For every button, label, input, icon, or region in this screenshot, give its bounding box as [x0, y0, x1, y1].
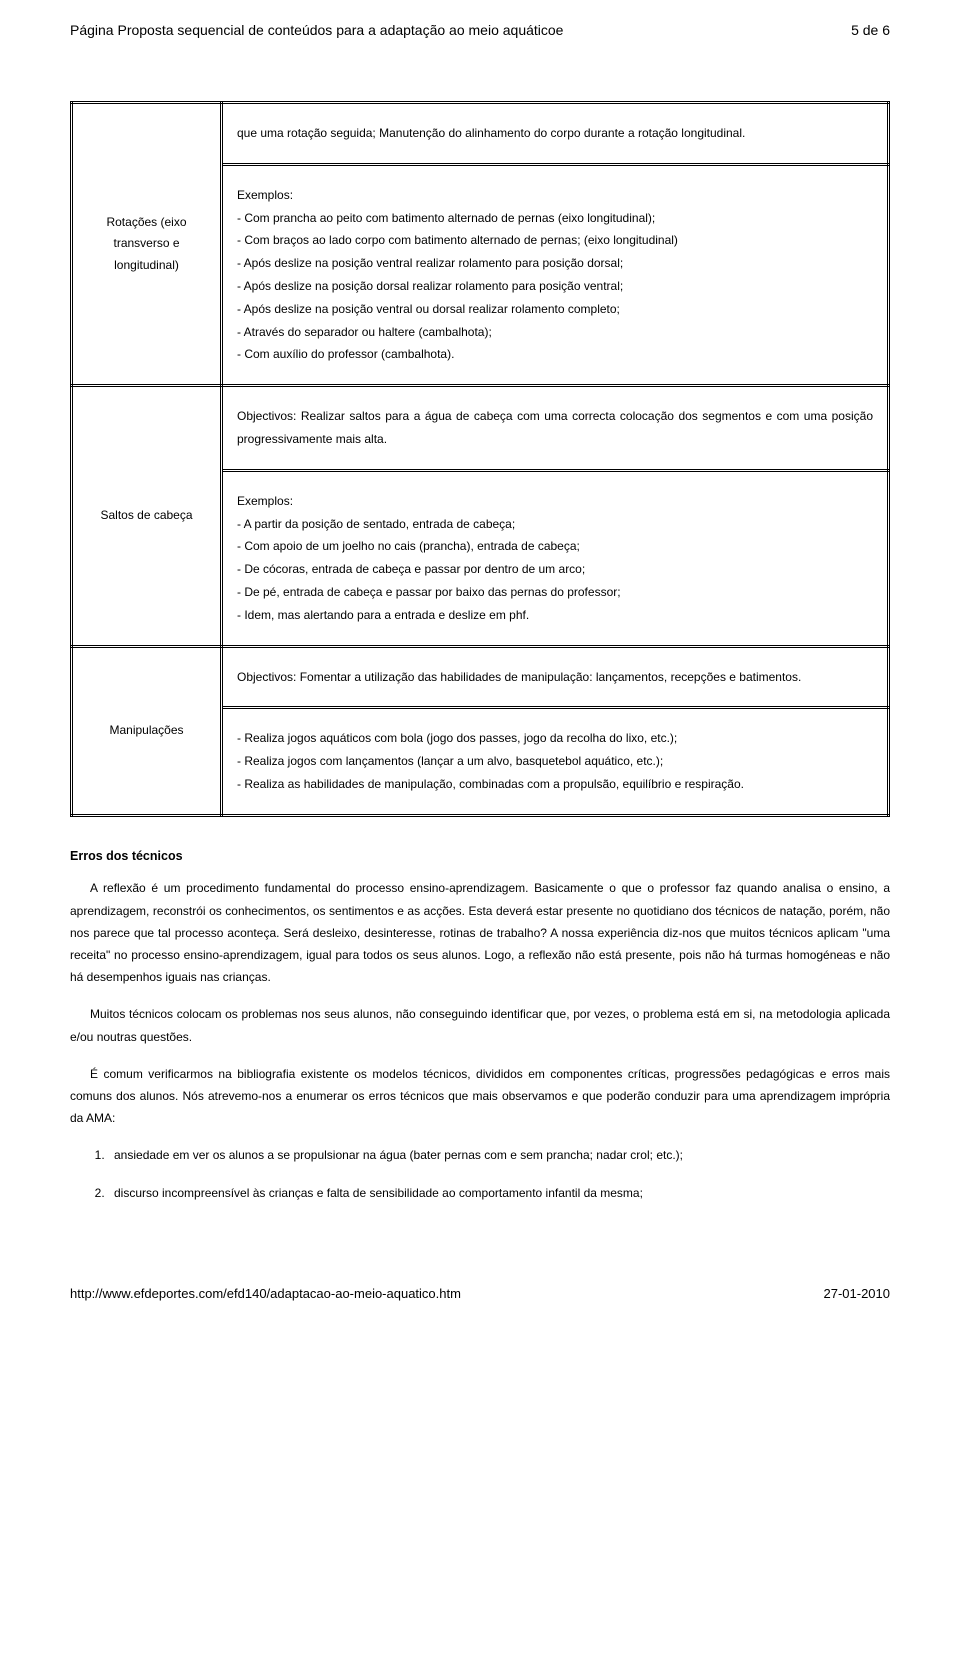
footer-date: 27-01-2010 — [824, 1284, 891, 1304]
cell-content: Exemplos:- A partir da posição de sentad… — [222, 470, 889, 646]
list-item: ansiedade em ver os alunos a se propulsi… — [108, 1144, 890, 1166]
paragraph: Muitos técnicos colocam os problemas nos… — [70, 1003, 890, 1047]
cell-content: Exemplos:- Com prancha ao peito com bati… — [222, 164, 889, 385]
cell-label-saltos: Saltos de cabeça — [72, 386, 222, 646]
cell-label-rotacoes: Rotações (eixo transverso e longitudinal… — [72, 103, 222, 386]
table-row: Saltos de cabeça Objectivos: Realizar sa… — [72, 386, 889, 471]
numbered-list: ansiedade em ver os alunos a se propulsi… — [108, 1144, 890, 1203]
section-heading: Erros dos técnicos — [70, 847, 890, 866]
header-title: Página Proposta sequencial de conteúdos … — [70, 20, 563, 41]
table-row: Rotações (eixo transverso e longitudinal… — [72, 103, 889, 165]
cell-content: que uma rotação seguida; Manutenção do a… — [222, 103, 889, 165]
header-page: 5 de 6 — [851, 20, 890, 41]
page-header: Página Proposta sequencial de conteúdos … — [70, 0, 890, 101]
cell-content: - Realiza jogos aquáticos com bola (jogo… — [222, 708, 889, 815]
page-footer: http://www.efdeportes.com/efd140/adaptac… — [70, 1284, 890, 1304]
list-item: discurso incompreensível às crianças e f… — [108, 1182, 890, 1204]
table-row: Manipulações Objectivos: Fomentar a util… — [72, 646, 889, 708]
cell-content: Objectivos: Fomentar a utilização das ha… — [222, 646, 889, 708]
footer-url: http://www.efdeportes.com/efd140/adaptac… — [70, 1284, 461, 1304]
paragraph: É comum verificarmos na bibliografia exi… — [70, 1063, 890, 1130]
cell-label-manipulacoes: Manipulações — [72, 646, 222, 815]
content-table: Rotações (eixo transverso e longitudinal… — [70, 101, 890, 817]
paragraph: A reflexão é um procedimento fundamental… — [70, 877, 890, 988]
cell-content: Objectivos: Realizar saltos para a água … — [222, 386, 889, 471]
